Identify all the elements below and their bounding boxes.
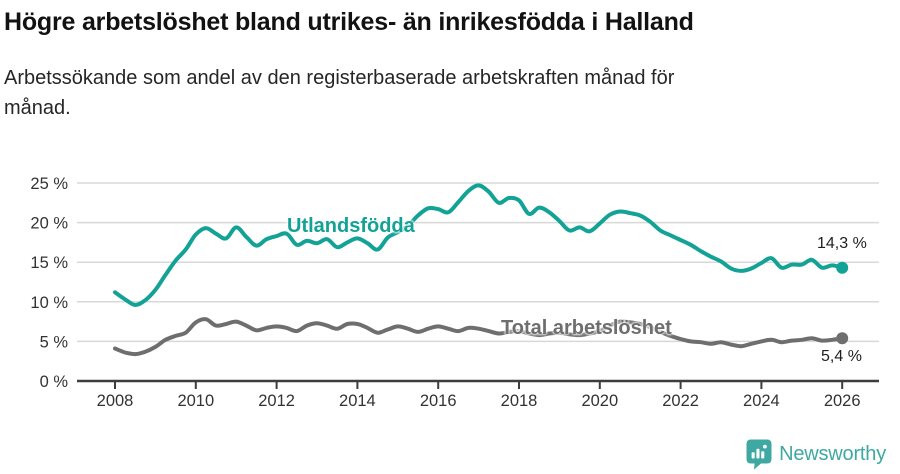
newsworthy-brand-name: Newsworthy (779, 442, 886, 465)
y-tick-label: 15 % (30, 254, 68, 272)
subtitle-line-1: Arbetssökande som andel av den registerb… (4, 67, 675, 89)
newsworthy-brand-link[interactable]: Newsworthy (746, 438, 886, 470)
x-tick-label: 2010 (177, 392, 214, 410)
end-value-label-utlandsfodda: 14,3 % (817, 235, 867, 252)
x-tick-label: 2008 (97, 392, 134, 410)
y-tick-label: 0 % (40, 373, 69, 391)
chart-title: Högre arbetslöshet bland utrikes- än inr… (4, 8, 694, 36)
end-value-label-total: 5,4 % (821, 348, 862, 365)
x-tick-label: 2020 (581, 392, 618, 410)
x-tick-label: 2022 (662, 392, 699, 410)
y-tick-label: 20 % (30, 215, 68, 233)
chart-subtitle: Arbetssökande som andel av den registerb… (4, 63, 864, 123)
x-tick-label: 2026 (824, 392, 861, 410)
x-tick-label: 2014 (339, 392, 376, 410)
series-label-total-arbetsloshet: Total arbetslöshet (501, 317, 672, 339)
x-tick-label: 2012 (258, 392, 295, 410)
series-end-dot-utlandsfodda (836, 261, 849, 274)
series-line-utlandsfodda (113, 183, 845, 307)
series-end-dot-total-arbetsloshet (836, 332, 849, 345)
series-line-total-arbetsloshet (113, 317, 845, 357)
x-tick-label: 2018 (501, 392, 538, 410)
y-tick-label: 5 % (40, 333, 69, 351)
subtitle-line-2: månad. (4, 97, 71, 119)
newsworthy-logo-icon (746, 439, 772, 469)
y-tick-label: 25 % (30, 175, 68, 193)
series-label-utlandsfodda: Utlandsfödda (287, 215, 415, 237)
y-tick-label: 10 % (30, 294, 68, 312)
x-tick-label: 2024 (743, 392, 780, 410)
x-tick-label: 2016 (420, 392, 457, 410)
